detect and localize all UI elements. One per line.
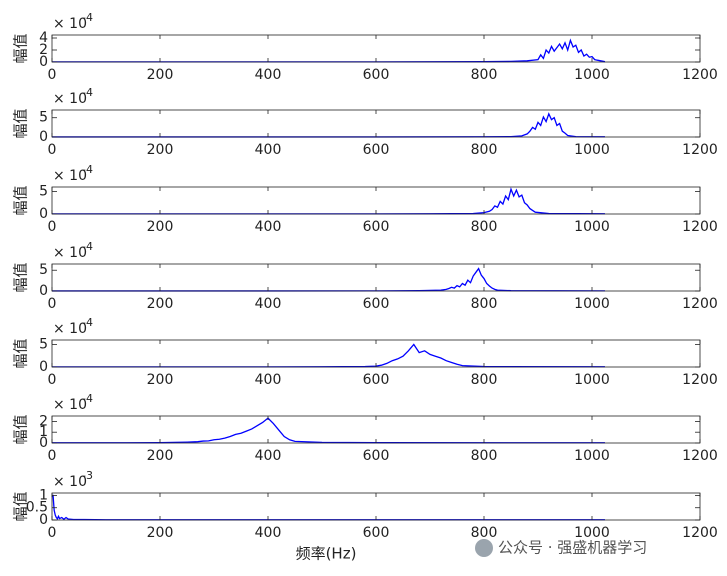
- x-tick-label: 1000: [574, 67, 610, 83]
- x-tick-label: 400: [255, 67, 282, 83]
- x-tick-label: 1000: [574, 142, 610, 158]
- spectrum-line: [52, 343, 605, 368]
- x-tick-label: 400: [255, 219, 282, 235]
- y-axis-label: 幅值: [12, 108, 30, 138]
- y-tick-label: 0: [39, 359, 48, 375]
- exponent-power: -4: [82, 86, 93, 99]
- y-axis-label: 幅值: [12, 414, 30, 444]
- y-tick-label: 2: [39, 413, 48, 429]
- x-tick-label: 1000: [574, 296, 610, 312]
- x-tick-label: 200: [147, 296, 174, 312]
- spectrum-line: [52, 267, 605, 292]
- x-tick-label: 0: [48, 219, 57, 235]
- y-tick-label: 5: [39, 337, 48, 353]
- x-tick-label: 1000: [574, 372, 610, 388]
- x-tick-label: 800: [471, 67, 498, 83]
- exponent-power: -4: [82, 11, 93, 24]
- exponent-power: -4: [82, 392, 93, 405]
- x-tick-label: 1000: [574, 525, 610, 541]
- x-tick-label: 200: [147, 219, 174, 235]
- x-tick-label: 600: [363, 296, 390, 312]
- x-tick-label: 1200: [682, 219, 718, 235]
- x-tick-label: 600: [363, 67, 390, 83]
- x-tick-label: 800: [471, 296, 498, 312]
- y-tick-label: 4: [39, 30, 48, 46]
- exponent-power: -4: [82, 163, 93, 176]
- x-tick-label: 400: [255, 525, 282, 541]
- x-tick-label: 400: [255, 142, 282, 158]
- x-tick-label: 1200: [682, 142, 718, 158]
- y-axis-label: 幅值: [12, 262, 30, 292]
- y-tick-label: 2: [39, 42, 48, 58]
- x-tick-label: 0: [48, 372, 57, 388]
- y-axis-label: 幅值: [12, 185, 30, 215]
- x-tick-label: 600: [363, 142, 390, 158]
- x-tick-label: 600: [363, 372, 390, 388]
- watermark-icon: [475, 539, 493, 557]
- y-tick-label: 0: [39, 206, 48, 222]
- x-tick-label: 0: [48, 142, 57, 158]
- watermark: 公众号 · 强盛机器学习: [498, 539, 647, 557]
- exponent-base: × 10: [53, 245, 87, 261]
- exponent-base: × 10: [53, 397, 87, 413]
- x-tick-label: 200: [147, 142, 174, 158]
- y-tick-label: 0.5: [26, 500, 48, 516]
- x-tick-label: 1200: [682, 448, 718, 464]
- x-tick-label: 200: [147, 525, 174, 541]
- y-tick-label: 0: [39, 54, 48, 70]
- y-tick-label: 5: [39, 184, 48, 200]
- x-tick-label: 0: [48, 296, 57, 312]
- y-tick-label: 0: [39, 283, 48, 299]
- x-tick-label: 0: [48, 448, 57, 464]
- x-tick-label: 1200: [682, 525, 718, 541]
- x-tick-label: 400: [255, 296, 282, 312]
- x-tick-label: 400: [255, 372, 282, 388]
- y-axis-label: 幅值: [12, 33, 30, 63]
- x-tick-label: 800: [471, 142, 498, 158]
- x-tick-label: 200: [147, 372, 174, 388]
- y-tick-label: 0: [39, 435, 48, 451]
- exponent-power: -3: [82, 469, 93, 482]
- x-axis-label: 频率(Hz): [296, 545, 357, 563]
- y-axis-label: 幅值: [12, 338, 30, 368]
- x-tick-label: 0: [48, 525, 57, 541]
- y-axis-label: 幅值: [12, 491, 30, 521]
- exponent-base: × 10: [53, 91, 87, 107]
- y-tick-label: 0: [39, 512, 48, 528]
- x-tick-label: 800: [471, 219, 498, 235]
- x-tick-label: 200: [147, 67, 174, 83]
- x-tick-label: 800: [471, 372, 498, 388]
- x-tick-label: 200: [147, 448, 174, 464]
- x-tick-label: 600: [363, 448, 390, 464]
- x-tick-label: 600: [363, 219, 390, 235]
- x-tick-label: 1200: [682, 372, 718, 388]
- x-tick-label: 1200: [682, 296, 718, 312]
- exponent-power: -4: [82, 316, 93, 329]
- exponent-base: × 10: [53, 474, 87, 490]
- exponent-base: × 10: [53, 16, 87, 32]
- exponent-power: -4: [82, 240, 93, 253]
- x-tick-label: 1200: [682, 67, 718, 83]
- exponent-base: × 10: [53, 168, 87, 184]
- x-tick-label: 0: [48, 67, 57, 83]
- x-tick-label: 800: [471, 448, 498, 464]
- x-tick-label: 600: [363, 525, 390, 541]
- spectrum-line: [52, 417, 605, 444]
- y-tick-label: 5: [39, 110, 48, 126]
- y-tick-label: 0: [39, 129, 48, 145]
- x-tick-label: 1000: [574, 219, 610, 235]
- x-tick-label: 1000: [574, 448, 610, 464]
- spectrum-line: [52, 38, 606, 63]
- y-tick-label: 1: [39, 487, 48, 503]
- y-tick-label: 5: [39, 262, 48, 278]
- x-tick-label: 400: [255, 448, 282, 464]
- x-tick-label: 800: [471, 525, 498, 541]
- y-tick-label: 1: [39, 424, 48, 440]
- exponent-base: × 10: [53, 321, 87, 337]
